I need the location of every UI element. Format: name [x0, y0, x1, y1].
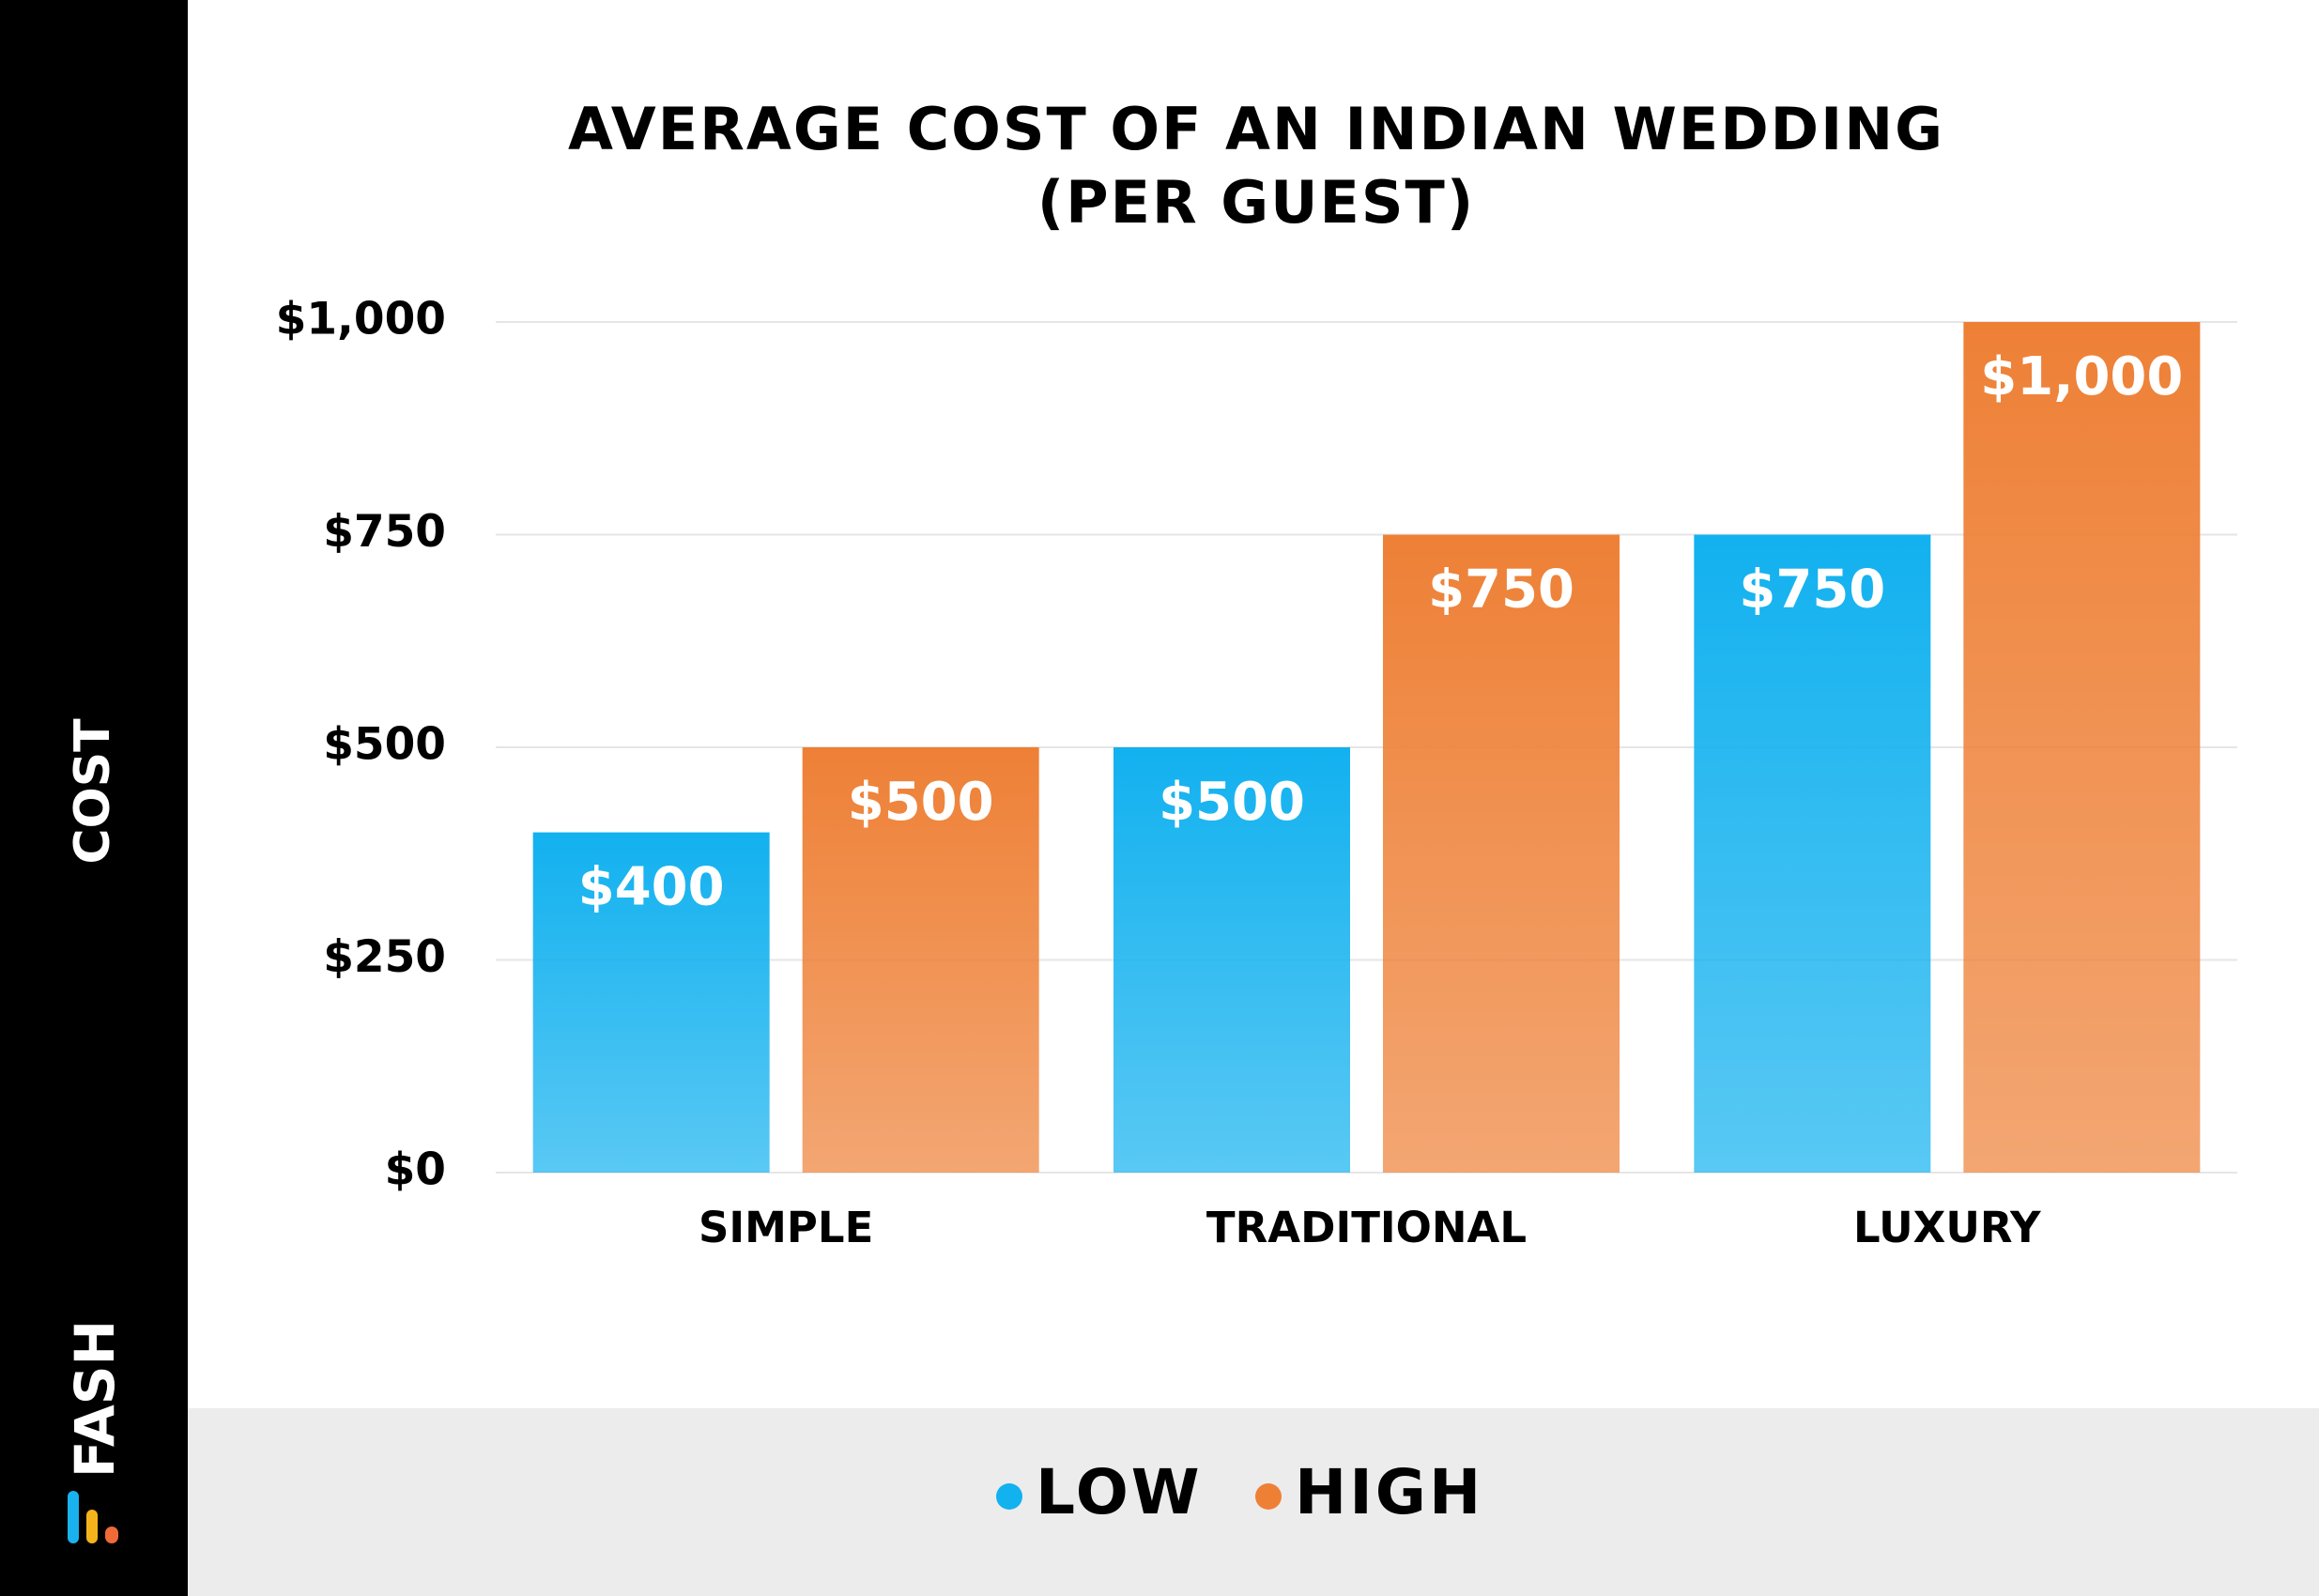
y-axis-label: COST — [65, 718, 121, 865]
y-tick-label: $1,000 — [276, 294, 446, 345]
legend-label: HIGH — [1295, 1456, 1483, 1528]
bar — [1694, 534, 1931, 1173]
legend-marker — [996, 1483, 1022, 1510]
legend-panel — [188, 1408, 2319, 1596]
y-tick-label: $750 — [323, 506, 446, 558]
x-tick-label: LUXURY — [1853, 1203, 2042, 1252]
bar — [1383, 534, 1620, 1173]
value-label: $1,000 — [1980, 346, 2183, 407]
bar — [802, 747, 1039, 1173]
y-tick-label: $250 — [323, 931, 446, 983]
value-label: $750 — [1428, 560, 1574, 621]
brand: FASH — [63, 1320, 127, 1478]
brand-logo — [68, 1491, 118, 1543]
value-label: $400 — [578, 857, 725, 918]
bar — [532, 832, 770, 1173]
value-label: $750 — [1739, 560, 1885, 621]
legend-label: LOW — [1036, 1456, 1203, 1528]
value-label: $500 — [848, 772, 994, 833]
chart-subtitle: (PER GUEST) — [1037, 168, 1475, 237]
chart-title: AVERAGE COST OF AN INDIAN WEDDING — [568, 95, 1944, 163]
sidebar — [0, 0, 188, 1596]
x-tick-label: SIMPLE — [699, 1203, 873, 1252]
bar — [1113, 747, 1350, 1173]
value-label: $500 — [1159, 772, 1305, 833]
x-tick-label: TRADITIONAL — [1206, 1203, 1527, 1252]
bar — [1963, 322, 2201, 1173]
y-tick-label: $500 — [323, 719, 446, 771]
legend-marker — [1255, 1483, 1282, 1510]
y-tick-label: $0 — [385, 1144, 446, 1196]
